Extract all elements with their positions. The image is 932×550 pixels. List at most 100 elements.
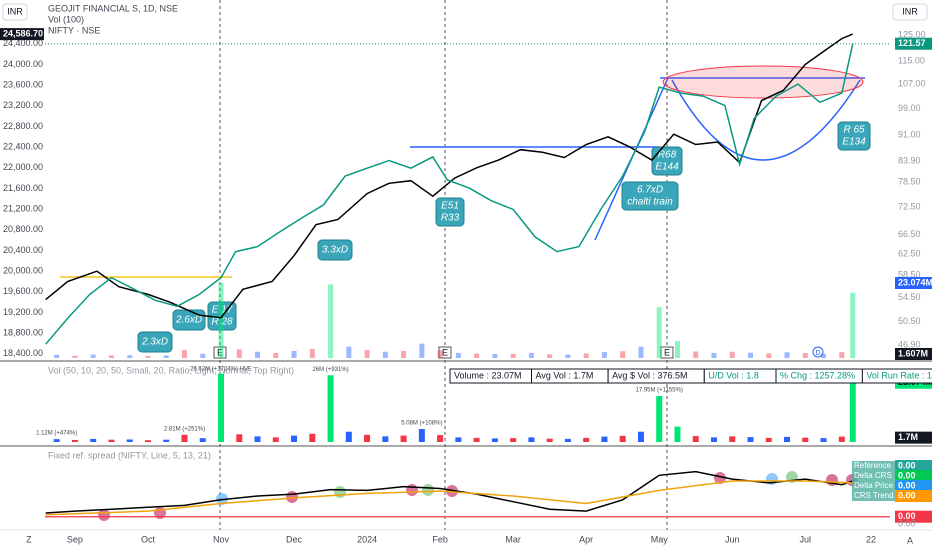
y-tick-label: 20,800.00 [3, 224, 43, 234]
volume-overlay-bar [674, 341, 680, 358]
peak-label: 1.12M (+474%) [36, 431, 77, 437]
info-text: % Chg : 1257.28% [780, 370, 855, 380]
callout-text: R 65 [843, 125, 865, 136]
volume-bar [291, 435, 298, 442]
volume-overlay-bar [419, 343, 425, 358]
volume-overlay-bar [821, 353, 827, 358]
last-price-label-box [895, 37, 932, 50]
y2-tick-label: 46.90 [898, 339, 921, 349]
volume-bar [309, 433, 316, 442]
info-cell [861, 368, 932, 384]
legend-value: 0.00 [898, 490, 916, 500]
event-marker [438, 346, 452, 359]
y-tick-label: 24,400.00 [3, 38, 43, 48]
volume-overlay-bar [255, 351, 261, 358]
volume-bar [765, 437, 772, 442]
peak-label: 2.81M (+251%) [164, 426, 205, 432]
volume-bar [820, 438, 827, 442]
volume-bar [849, 382, 856, 442]
corner-label: A [907, 535, 913, 545]
info-text: Volume : 23.07M [454, 370, 522, 380]
volume-overlay-bar [72, 355, 78, 358]
highlight-ellipse [662, 65, 864, 99]
volume-overlay-bar [620, 351, 626, 358]
callout-text: E51 [441, 201, 459, 212]
volume-bar [437, 435, 444, 442]
reference-label: 0.00 [898, 511, 916, 521]
volume-bar [601, 436, 608, 442]
legend-name: Delta CRS [854, 471, 892, 480]
y2-tick-label: 107.00 [898, 78, 926, 88]
x-tick-label: Sep [67, 534, 83, 544]
volume-overlay-bar [492, 354, 498, 358]
volume-bar [491, 438, 498, 442]
legend-value-box [895, 460, 932, 472]
event-label: E [442, 347, 448, 357]
volume-overlay-bar [766, 353, 772, 358]
callout-text: R 28 [211, 317, 233, 328]
event-label: E [664, 347, 670, 357]
volume-overlay-bar [309, 348, 315, 358]
y2-tick-label: 83.90 [898, 155, 921, 165]
callout-text: 6.7xD [637, 185, 663, 196]
callout-text: E 17 [212, 305, 233, 316]
pane-title: Fixed ref. spread (NIFTY, Line, 5, 13, 2… [48, 450, 211, 460]
volume-overlay-bar [145, 356, 151, 358]
volume-bar [710, 437, 717, 442]
volume-overlay-bar [364, 350, 370, 358]
callout-text: E134 [842, 137, 866, 148]
volume-bar [510, 438, 517, 442]
volume-overlay-bar [218, 282, 224, 358]
last-price-label: 24,586.70 [3, 28, 43, 38]
x-tick-label: Nov [213, 534, 230, 544]
peak-label: 5.08M (+108%) [401, 421, 442, 427]
volume-overlay-bar [401, 350, 407, 358]
volume-overlay-bar [382, 351, 388, 358]
x-tick-label: Oct [141, 534, 156, 544]
callout-text: E144 [655, 162, 679, 173]
legend-swatch [852, 481, 895, 491]
volume-overlay-bar [656, 307, 662, 358]
volume-bar [364, 434, 371, 442]
legend-value: 0.00 [898, 470, 916, 480]
currency-button[interactable] [2, 3, 28, 21]
volume-bar [692, 436, 699, 442]
y2-tick-label: 91.00 [898, 130, 921, 140]
volume-overlay-bar [839, 352, 845, 358]
volume-bar [637, 431, 644, 442]
info-text: Vol Run Rate : 1748.97% [866, 370, 932, 380]
volume-overlay-bar [784, 352, 790, 358]
event-marker [213, 346, 227, 359]
volume-overlay-bar [90, 354, 96, 358]
legend-value: 0.00 [898, 460, 916, 470]
callout: 3.3xD [317, 239, 353, 261]
volume-bar [656, 395, 663, 442]
dividend-marker [812, 346, 824, 358]
volume-overlay-bar [54, 354, 60, 358]
y-tick-label: 20,400.00 [3, 245, 43, 255]
volume-overlay-bar [291, 350, 297, 358]
volume-bar [583, 437, 590, 442]
volume-bar [802, 437, 809, 442]
legend-swatch [852, 461, 895, 471]
y-tick-label: 20,000.00 [3, 266, 43, 276]
callout-text: 3.3xD [322, 245, 348, 256]
y-tick-label: 24,000.00 [3, 59, 43, 69]
y2-tick-label: 125.00 [898, 29, 926, 39]
volume-overlay-bar [583, 353, 589, 358]
volume-overlay-bar [108, 355, 114, 358]
y-tick-label: 22,400.00 [3, 142, 43, 152]
currency-button[interactable] [892, 3, 928, 21]
legend-value-box [895, 490, 932, 502]
volume-overlay-bar [455, 352, 461, 358]
legend-swatch [852, 491, 895, 501]
volume-overlay-bar [711, 352, 717, 358]
x-tick-label: Jul [800, 534, 812, 544]
y-tick-label: 19,600.00 [3, 286, 43, 296]
volume-overlay-bar [474, 353, 480, 358]
volume-overlay-bar [547, 354, 553, 358]
